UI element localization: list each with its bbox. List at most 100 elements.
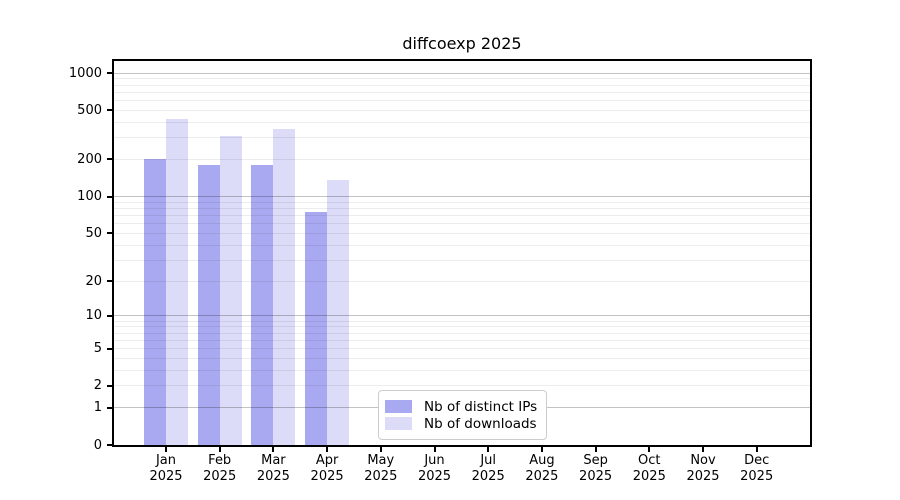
legend-label-distinct-ips: Nb of distinct IPs [424,398,538,415]
x-tick-label: Jun 2025 [400,453,470,485]
gridline [114,137,810,139]
chart-title: diffcoexp 2025 [402,34,522,53]
gridline [114,339,810,341]
x-tick-label: May 2025 [346,453,416,485]
x-tick-year: 2025 [579,469,613,484]
bar-distinct-ips [251,165,274,445]
x-tick-year: 2025 [632,469,666,484]
x-tick-month: Mar [261,453,286,468]
gridline [114,121,810,123]
x-tick [755,446,758,452]
gridline [114,369,810,371]
gridline [114,280,810,282]
y-tick-label: 0 [93,437,102,453]
x-tick [594,446,597,452]
x-tick-year: 2025 [525,469,559,484]
y-tick [107,314,113,317]
x-tick-year: 2025 [471,469,505,484]
y-tick-label: 50 [85,225,102,241]
x-tick-month: Jun [424,453,445,468]
x-tick-year: 2025 [203,469,237,484]
gridline [114,315,810,317]
y-tick [107,444,113,446]
y-tick [107,232,113,235]
gridline [114,326,810,328]
gridlines-layer [114,61,810,445]
bar-distinct-ips [305,211,328,445]
x-tick-year: 2025 [417,469,452,484]
x-tick-month: Nov [690,453,716,468]
x-tick-month: Jul [480,453,497,468]
y-tick [107,347,113,350]
gridline [114,72,810,74]
gridline [114,78,810,80]
y-tick [107,195,113,198]
gridline [114,84,810,86]
x-tick-label: Feb 2025 [185,453,255,485]
y-tick-label: 1 [93,400,102,416]
x-tick-year: 2025 [686,469,720,484]
gridline [114,201,810,203]
y-tick [107,406,113,409]
gridline [114,332,810,334]
bar-downloads [327,180,350,445]
legend-swatch-distinct-ips [385,400,412,413]
x-tick-month: Feb [208,453,232,468]
y-tick-label: 500 [77,102,102,118]
x-tick [487,446,490,452]
bar-downloads [273,128,296,445]
x-tick-month: Dec [744,453,770,468]
legend-item-distinct-ips: Nb of distinct IPs [385,398,537,415]
y-tick [107,158,113,161]
x-tick [326,446,329,452]
x-tick-label: Aug 2025 [507,453,577,485]
bar-downloads [166,119,188,445]
y-tick-label: 10 [85,308,102,324]
gridline [114,99,810,101]
gridline [114,109,810,111]
legend-item-downloads: Nb of downloads [385,415,537,432]
y-tick-label: 5 [93,341,102,357]
y-tick [107,280,113,283]
y-tick [107,384,113,387]
gridline [114,232,810,234]
x-tick [379,446,382,452]
bar-distinct-ips [197,165,220,445]
x-tick [433,446,436,452]
x-tick-label: Sep 2025 [561,453,631,485]
x-tick-year: 2025 [740,469,774,484]
x-tick [540,446,543,452]
gridline [114,320,810,322]
gridline [114,158,810,160]
y-tick-label: 200 [77,151,102,167]
legend-label-downloads: Nb of downloads [424,415,537,432]
gridline [114,259,810,261]
x-tick-label: Nov 2025 [668,453,738,485]
x-tick-year: 2025 [149,469,183,484]
x-tick-label: Oct 2025 [614,453,684,485]
x-tick-year: 2025 [364,469,398,484]
gridline [114,207,810,209]
plot-area [114,61,810,445]
x-tick-year: 2025 [256,469,290,484]
gridline [114,196,810,197]
gridline [114,357,810,359]
legend: Nb of distinct IPs Nb of downloads [378,390,548,440]
y-tick-label: 1000 [68,65,102,81]
legend-swatch-downloads [385,417,412,430]
x-tick [702,446,704,452]
x-tick-label: Jul 2025 [453,453,523,485]
y-tick-label: 20 [85,273,102,289]
x-tick [165,446,167,452]
x-tick-label: Dec 2025 [722,453,792,485]
bar-downloads [219,135,242,445]
x-tick [648,446,651,452]
x-tick-year: 2025 [310,469,344,484]
x-tick [218,446,221,452]
gridline [114,91,810,93]
x-tick-label: Apr 2025 [292,453,362,485]
x-tick-month: Apr [315,453,339,468]
x-tick-month: Jan [155,453,177,468]
bars-layer [114,61,810,445]
